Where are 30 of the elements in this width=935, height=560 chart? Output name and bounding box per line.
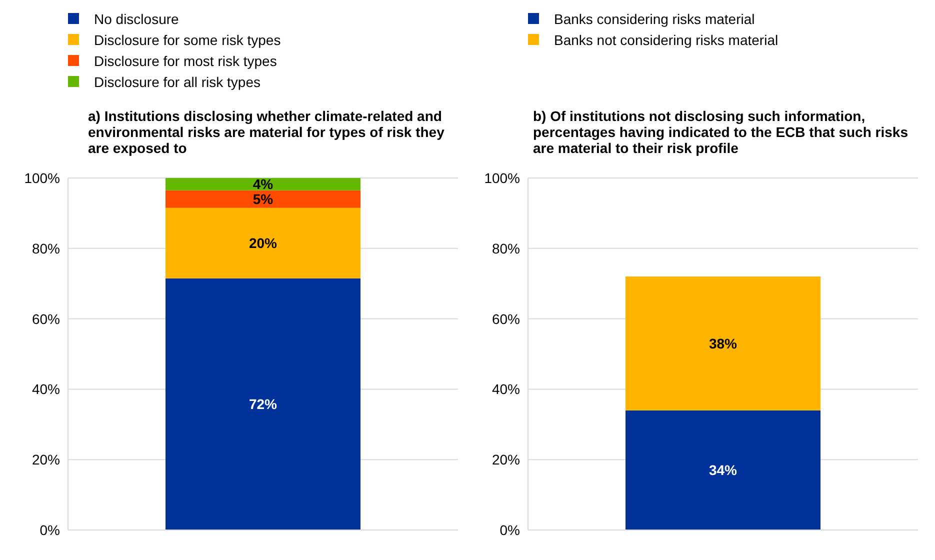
data-label: 4%: [252, 176, 274, 192]
data-label: 72%: [248, 396, 278, 412]
y-tick-label: 0%: [40, 522, 60, 538]
y-tick-label: 80%: [32, 240, 60, 256]
y-tick-label: 60%: [492, 310, 520, 327]
data-label: 38%: [708, 335, 738, 352]
legend-label: Banks considering risks material: [554, 10, 755, 26]
legend-label: Disclosure for most risk types: [94, 52, 277, 68]
data-label: 5%: [252, 191, 274, 208]
y-tick-label: 40%: [492, 381, 520, 398]
legend-label: Disclosure for some risk types: [94, 32, 281, 48]
legend-label: No disclosure: [94, 10, 179, 26]
bar: [166, 278, 360, 530]
data-label: 34%: [708, 462, 738, 478]
y-tick-label: 40%: [32, 381, 60, 398]
bar: [166, 178, 360, 190]
y-tick-label: 80%: [492, 240, 520, 256]
data-label: 20%: [248, 235, 278, 252]
y-tick-label: 100%: [24, 170, 60, 186]
y-tick-label: 20%: [32, 452, 60, 468]
bar: [166, 190, 360, 208]
chart-title: a) Institutions disclosing whether climate-related and environmental risks are material for types of risk they are exposed to: [87, 108, 446, 158]
bar: [166, 208, 360, 278]
legend-label: Banks not considering risks material: [554, 32, 778, 48]
legend-label: Disclosure for all risk types: [94, 74, 260, 90]
y-tick-label: 20%: [492, 452, 520, 468]
y-tick-label: 100%: [484, 170, 520, 186]
y-tick-label: 0%: [500, 522, 520, 538]
y-tick-label: 60%: [32, 310, 60, 327]
chart-title: b) Of institutions not disclosing such information, percentages having indicated to the ECB that such risks are material to their risk profile: [532, 108, 909, 158]
